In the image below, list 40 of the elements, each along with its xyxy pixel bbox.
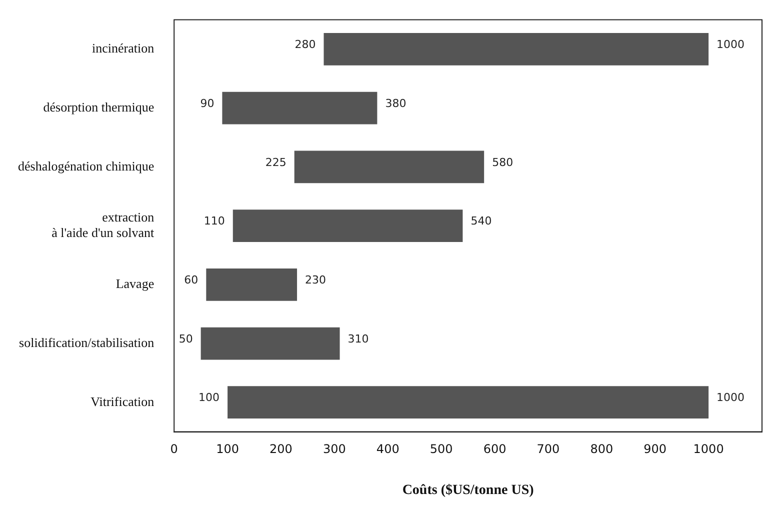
- x-tick-label: 400: [376, 442, 400, 456]
- annotation: 225: [265, 156, 286, 169]
- y-tick-label: Lavage: [116, 276, 154, 292]
- bar: [232, 210, 463, 242]
- annotation: 380: [385, 96, 406, 110]
- annotation: 100: [198, 391, 220, 404]
- annotation: 1000: [716, 391, 745, 404]
- x-tick-label: 900: [644, 442, 667, 456]
- x-tick-label: 100: [216, 442, 239, 456]
- bar: [294, 150, 484, 184]
- x-tick-label: 500: [430, 442, 453, 456]
- x-tick-label: 1000: [693, 442, 724, 456]
- bar: [324, 33, 709, 66]
- y-tick-label: déshalogénation chimique: [18, 158, 154, 174]
- bar: [200, 327, 340, 360]
- annotation: 280: [294, 38, 316, 52]
- annotation: 580: [492, 156, 514, 169]
- annotation: 1000: [716, 38, 745, 52]
- bar: [222, 92, 378, 124]
- x-tick-label: 800: [590, 442, 614, 456]
- bar: [206, 268, 298, 301]
- annotation: 60: [184, 274, 198, 287]
- x-tick-label: 200: [270, 442, 292, 456]
- y-tick-label: solidification/stabilisation: [19, 334, 155, 350]
- bar: [228, 386, 709, 419]
- annotation: 110: [204, 214, 225, 228]
- annotation: 540: [470, 214, 492, 228]
- annotation: 90: [200, 96, 214, 110]
- y-tick-label: désorption thermique: [43, 100, 154, 115]
- x-tick-label: 700: [536, 442, 560, 456]
- y-tick-label: incinération: [92, 40, 155, 56]
- annotation: 230: [305, 274, 326, 287]
- x-tick-label: 0: [170, 442, 178, 456]
- annotation: 50: [178, 332, 193, 346]
- x-tick-label: 600: [483, 442, 506, 456]
- annotation: 310: [348, 332, 369, 346]
- y-tick-label: Vitrification: [90, 394, 155, 409]
- y-tick-label: extraction à l'aide d'un solvant: [52, 209, 155, 240]
- x-axis-title: Coûts ($US/tonne US): [402, 483, 534, 498]
- x-tick-label: 300: [322, 442, 346, 456]
